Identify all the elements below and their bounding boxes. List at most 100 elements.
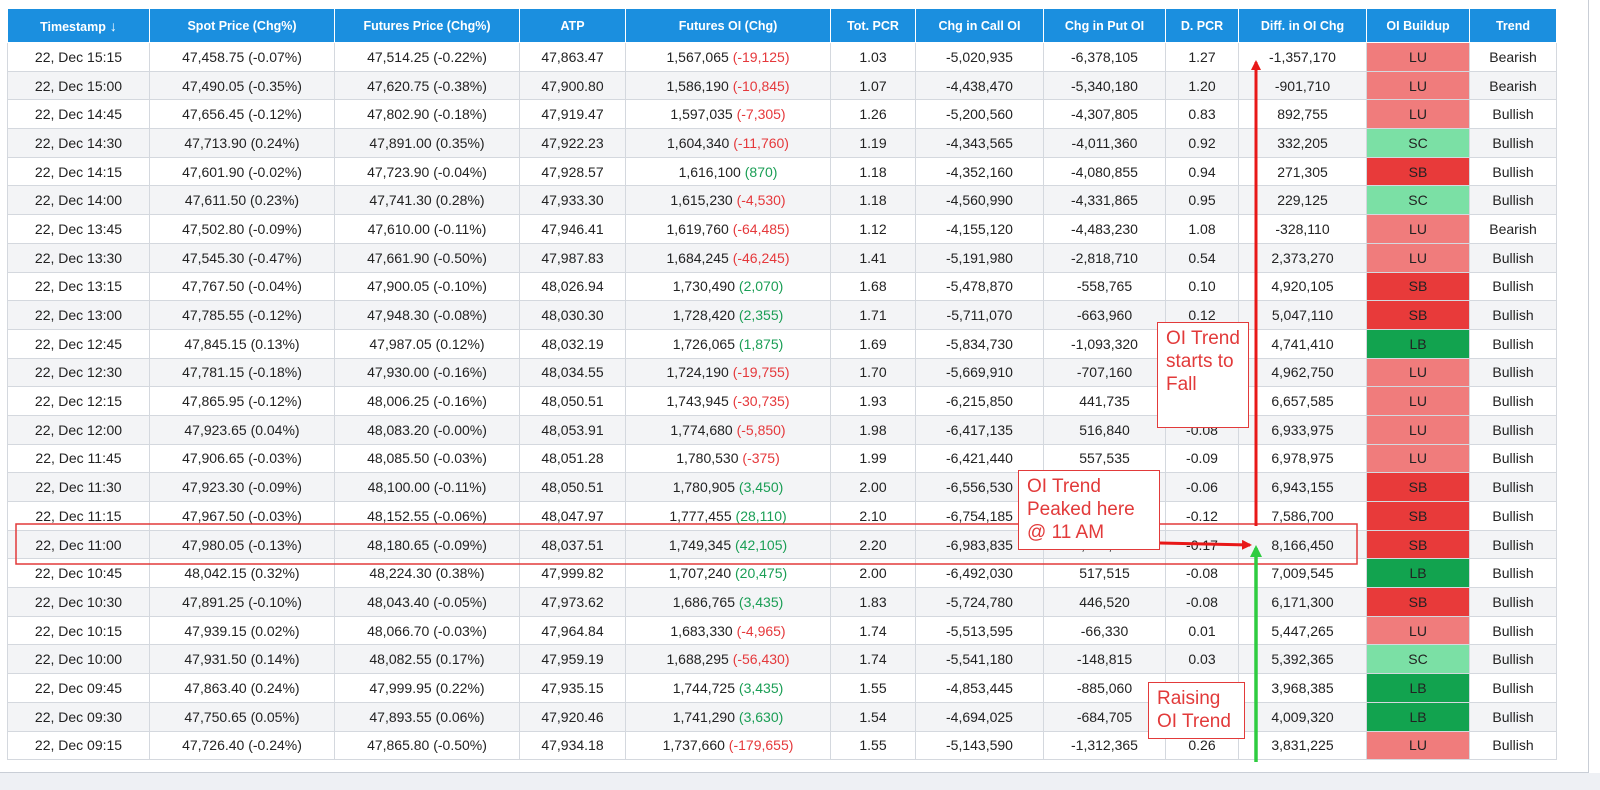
futures-oi-value: 1,749,345 [668,536,732,553]
cell-atp: 48,034.55 [519,357,626,388]
futures-oi-change: (1,875) [738,335,784,352]
table-row[interactable]: 22, Dec 15:00 47,490.05 (-0.35%) 47,620.75… [7,70,1557,101]
cell-chg-put-oi: -663,960 [1043,300,1166,330]
table-row[interactable]: 22, Dec 13:30 47,545.30 (-0.47%) 47,661.90… [7,242,1557,273]
cell-atp: 48,050.51 [519,386,626,416]
futures-oi-change: (3,435) [738,679,784,696]
cell-spot-price: 47,785.55 (-0.12%) [149,300,335,330]
futures-oi-value: 1,730,490 [672,278,736,295]
col-header-tot-pcr[interactable]: Tot. PCR [830,8,916,43]
cell-spot-price: 47,611.50 (0.23%) [149,185,335,216]
col-header-atp[interactable]: ATP [519,8,626,43]
table-row[interactable]: 22, Dec 10:45 48,042.15 (0.32%) 48,224.30 … [7,558,1557,589]
table-row[interactable]: 22, Dec 14:45 47,656.45 (-0.12%) 47,802.90… [7,99,1557,130]
cell-tot-pcr: 1.55 [830,673,916,703]
cell-tot-pcr: 2.00 [830,472,916,502]
table-row[interactable]: 22, Dec 14:15 47,601.90 (-0.02%) 47,723.90… [7,156,1557,187]
cell-spot-price: 47,490.05 (-0.35%) [149,70,335,101]
cell-futures-oi: 1,604,340 (-11,760) [625,128,831,158]
cell-trend: Bearish [1469,70,1557,101]
col-header-timestamp[interactable]: Timestamp ↓ [7,8,150,43]
cell-trend: Bullish [1469,357,1557,388]
cell-d-pcr: 0.03 [1165,644,1239,675]
table-row[interactable]: 22, Dec 09:30 47,750.65 (0.05%) 47,893.55 … [7,701,1557,732]
table-row[interactable]: 22, Dec 11:15 47,967.50 (-0.03%) 48,152.55… [7,501,1557,531]
cell-atp: 48,050.51 [519,472,626,502]
cell-trend: Bullish [1469,242,1557,273]
cell-atp: 47,959.19 [519,644,626,675]
cell-futures-price: 47,514.25 (-0.22%) [334,42,520,72]
table-row[interactable]: 22, Dec 12:15 47,865.95 (-0.12%) 48,006.25… [7,386,1557,416]
table-row[interactable]: 22, Dec 14:00 47,611.50 (0.23%) 47,741.30 … [7,185,1557,216]
cell-spot-price: 47,939.15 (0.02%) [149,615,335,646]
table-row[interactable]: 22, Dec 12:45 47,845.15 (0.13%) 47,987.05 … [7,328,1557,359]
col-header-oi-buildup[interactable]: OI Buildup [1366,8,1470,43]
cell-futures-oi: 1,615,230 (-4,530) [625,185,831,216]
futures-oi-value: 1,688,295 [666,651,729,668]
table-row[interactable]: 22, Dec 09:45 47,863.40 (0.24%) 47,999.95 … [7,673,1557,703]
cell-trend: Bullish [1469,501,1557,531]
cell-futures-price: 48,152.55 (-0.06%) [334,501,520,531]
cell-chg-put-oi: -1,312,365 [1043,730,1166,761]
cell-chg-put-oi: -4,331,865 [1043,185,1166,216]
cell-futures-oi: 1,724,190 (-19,755) [625,357,831,388]
table-row[interactable]: 22, Dec 11:30 47,923.30 (-0.09%) 48,100.00… [7,472,1557,502]
futures-oi-change: (-10,845) [732,77,790,94]
futures-oi-value: 1,683,330 [670,622,733,639]
cell-chg-put-oi: -5,340,180 [1043,70,1166,101]
cell-chg-put-oi: 517,515 [1043,558,1166,589]
col-header-chg-put-oi[interactable]: Chg in Put OI [1043,8,1166,43]
col-header-diff-oi-chg[interactable]: Diff. in OI Chg [1238,8,1367,43]
futures-oi-value: 1,737,660 [662,737,725,754]
cell-tot-pcr: 1.26 [830,99,916,130]
cell-spot-price: 47,726.40 (-0.24%) [149,730,335,761]
arrow-down-icon[interactable]: ↓ [109,17,117,34]
cell-diff-oi-chg: 4,962,750 [1238,357,1367,388]
table-row[interactable]: 22, Dec 12:30 47,781.15 (-0.18%) 47,930.00… [7,357,1557,388]
cell-futures-price: 47,865.80 (-0.50%) [334,730,520,761]
cell-d-pcr: -0.09 [1165,443,1239,474]
table-row[interactable]: 22, Dec 15:15 47,458.75 (-0.07%) 47,514.25… [7,42,1557,72]
table-row[interactable]: 22, Dec 14:30 47,713.90 (0.24%) 47,891.00 … [7,128,1557,158]
col-header-futures-oi[interactable]: Futures OI (Chg) [625,8,831,43]
cell-chg-put-oi: 441,735 [1043,386,1166,416]
table-row[interactable]: 22, Dec 10:15 47,939.15 (0.02%) 48,066.70 … [7,615,1557,646]
col-header-trend[interactable]: Trend [1469,8,1557,43]
cell-diff-oi-chg: 4,741,410 [1238,328,1367,359]
cell-futures-price: 47,893.55 (0.06%) [334,701,520,732]
cell-diff-oi-chg: 271,305 [1238,156,1367,187]
table-row[interactable]: 22, Dec 13:15 47,767.50 (-0.04%) 47,900.05… [7,271,1557,302]
cell-futures-oi: 1,616,100 (870) [625,156,831,187]
col-header-futures-price[interactable]: Futures Price (Chg%) [334,8,520,43]
cell-oi-buildup: LU [1366,414,1470,445]
cell-chg-call-oi: -5,834,730 [915,328,1044,359]
cell-chg-call-oi: -5,478,870 [915,271,1044,302]
cell-atp: 47,934.18 [519,730,626,761]
col-header-spot-price[interactable]: Spot Price (Chg%) [149,8,335,43]
table-row-highlighted[interactable]: 22, Dec 11:00 47,980.05 (-0.13%) 48,180.65… [7,529,1557,560]
futures-oi-change: (28,110) [735,507,787,524]
cell-spot-price: 47,767.50 (-0.04%) [149,271,335,302]
cell-timestamp: 22, Dec 10:30 [7,587,150,617]
cell-spot-price: 47,923.30 (-0.09%) [149,472,335,502]
table-row[interactable]: 22, Dec 11:45 47,906.65 (-0.03%) 48,085.50… [7,443,1557,474]
cell-spot-price: 47,601.90 (-0.02%) [149,156,335,187]
cell-timestamp: 22, Dec 11:15 [7,501,150,531]
cell-oi-buildup: SB [1366,300,1470,330]
col-header-d-pcr[interactable]: D. PCR [1165,8,1239,43]
cell-futures-price: 48,083.20 (-0.00%) [334,414,520,445]
table-row[interactable]: 22, Dec 09:15 47,726.40 (-0.24%) 47,865.80… [7,730,1557,761]
table-row[interactable]: 22, Dec 13:45 47,502.80 (-0.09%) 47,610.00… [7,214,1557,244]
cell-atp: 47,935.15 [519,673,626,703]
table-row[interactable]: 22, Dec 10:00 47,931.50 (0.14%) 48,082.55 … [7,644,1557,675]
cell-atp: 47,946.41 [519,214,626,244]
cell-trend: Bullish [1469,271,1557,302]
table-row[interactable]: 22, Dec 10:30 47,891.25 (-0.10%) 48,043.40… [7,587,1557,617]
cell-spot-price: 47,863.40 (0.24%) [149,673,335,703]
table-row[interactable]: 22, Dec 13:00 47,785.55 (-0.12%) 47,948.30… [7,300,1557,330]
cell-diff-oi-chg: 3,831,225 [1238,730,1367,761]
cell-timestamp: 22, Dec 12:15 [7,386,150,416]
table-row[interactable]: 22, Dec 12:00 47,923.65 (0.04%) 48,083.20 … [7,414,1557,445]
futures-oi-change: (-19,755) [732,364,790,381]
col-header-chg-call-oi[interactable]: Chg in Call OI [915,8,1044,43]
